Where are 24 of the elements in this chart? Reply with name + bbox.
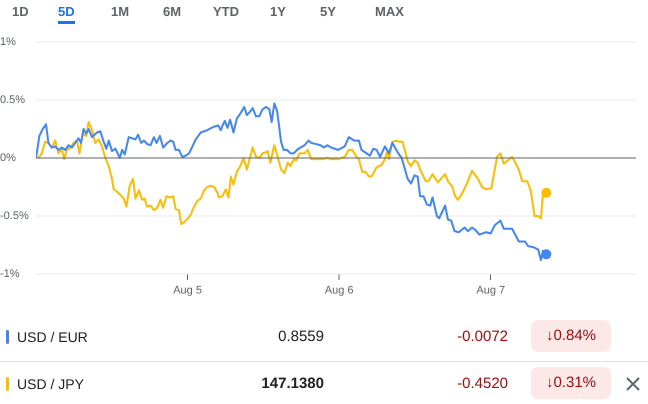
text: 0.8559 [278,328,324,345]
text: YTD [213,4,239,19]
text: ↓0.84% [531,320,611,352]
text: -0.0072 [457,328,508,345]
text: 1D [12,4,29,19]
legend-label: USD / EUR [17,329,88,345]
text: ↓0.31% [531,367,611,399]
x-tick-label: Aug 5 [173,284,202,297]
text: 5D [58,4,75,24]
text: 1M [111,4,130,19]
text: MAX [375,4,404,19]
text: 1Y [270,4,286,19]
y-tick-label: 0.5% [0,94,26,106]
y-tick-label: 0% [0,152,16,164]
text: -0.4520 [457,375,508,392]
text: 147.1380 [261,375,324,392]
y-tick-label: 1% [0,36,16,48]
x-tick-label: Aug 6 [324,284,354,297]
y-tick-label: -0.5% [0,210,29,222]
legend-label: USD / JPY [17,376,84,392]
y-tick-label: -1% [0,268,20,280]
text: 5Y [320,4,336,19]
x-tick-label: Aug 7 [476,284,506,297]
text: 6M [163,4,182,19]
